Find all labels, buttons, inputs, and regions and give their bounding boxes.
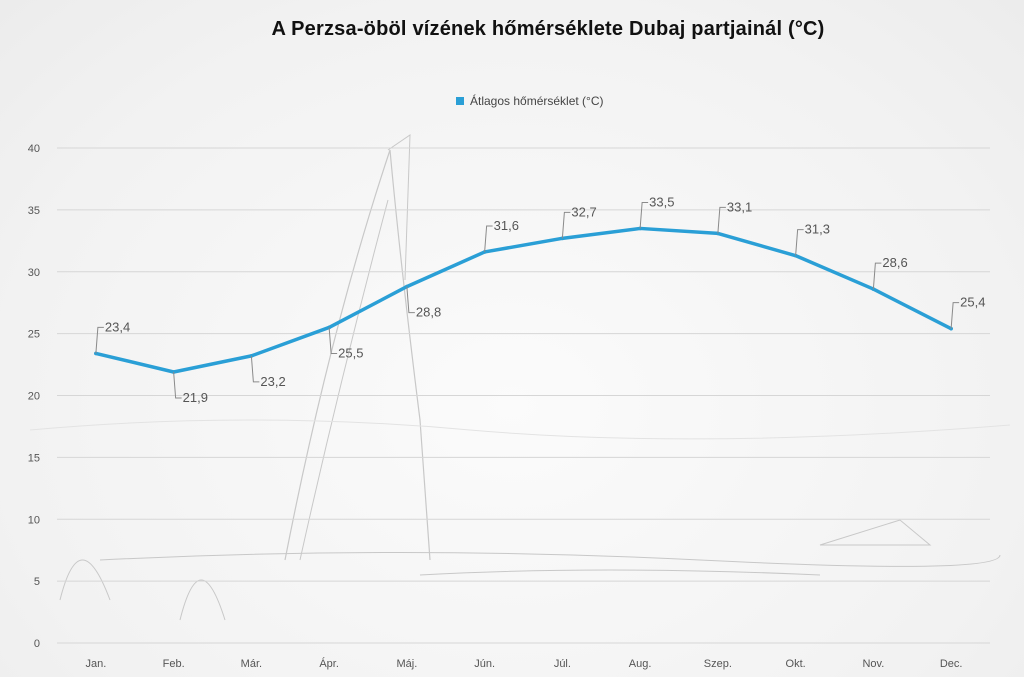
sketch-clouds: [29, 419, 1011, 440]
y-tick-label: 20: [28, 391, 40, 403]
data-label: 21,9: [183, 390, 208, 405]
data-label: 32,7: [571, 204, 596, 219]
data-label: 23,4: [105, 319, 130, 334]
data-label: 33,1: [727, 199, 752, 214]
label-leader: [406, 286, 415, 314]
y-tick-label: 0: [34, 638, 40, 650]
data-label: 28,6: [882, 255, 907, 270]
sketch-boat: [819, 519, 932, 546]
x-tick-label: Ápr.: [319, 657, 339, 670]
sketch-figures: [59, 559, 226, 621]
x-tick-label: Jún.: [474, 658, 495, 670]
y-tick-label: 10: [28, 514, 40, 526]
label-leader: [795, 229, 804, 256]
data-label: 31,6: [494, 218, 519, 233]
sketch-mast: [387, 134, 411, 281]
y-tick-label: 40: [28, 143, 40, 155]
label-leader: [328, 327, 338, 354]
x-tick-label: Júl.: [554, 658, 571, 670]
sketch-sail-inner: [299, 199, 389, 561]
sketch-pier: [419, 569, 821, 576]
label-leader: [561, 211, 571, 239]
label-leader: [717, 206, 726, 234]
label-leader: [250, 355, 260, 383]
data-label: 31,3: [805, 222, 830, 237]
legend: Átlagos hőmérséklet (°C): [456, 94, 604, 108]
legend-swatch: [456, 97, 464, 105]
data-label: 28,8: [416, 305, 441, 320]
label-leader: [173, 371, 182, 399]
x-tick-label: Máj.: [396, 658, 417, 670]
y-tick-label: 5: [34, 576, 40, 588]
legend-label: Átlagos hőmérséklet (°C): [470, 94, 604, 108]
chart-title: A Perzsa-öböl vízének hőmérséklete Dubaj…: [271, 18, 825, 40]
x-tick-label: Feb.: [163, 658, 185, 670]
x-axis-ticks: Jan. Feb. Már. Ápr. Máj. Jún. Júl. Aug. Szep. Okt…: [85, 657, 962, 670]
label-leader: [639, 201, 649, 229]
y-axis-ticks: 0 5 10 15 20 25 30 35 40: [28, 143, 40, 650]
x-tick-label: Okt.: [786, 658, 806, 670]
label-leader: [484, 225, 493, 252]
data-labels: 23,4 21,9 23,2 25,5 28,8 31,6 32,7 33,5 33,1 31,3…: [95, 194, 985, 405]
data-label: 33,5: [649, 194, 674, 209]
x-tick-label: Szep.: [704, 658, 732, 670]
x-tick-label: Nov.: [862, 658, 884, 670]
y-tick-label: 30: [28, 267, 40, 279]
y-tick-label: 15: [28, 452, 40, 464]
data-label: 25,5: [338, 345, 363, 360]
label-leader: [872, 262, 882, 290]
x-tick-label: Már.: [241, 658, 262, 670]
series-line: [94, 226, 953, 374]
background-sketch: [29, 134, 1011, 621]
grid-lines: [57, 147, 990, 644]
x-tick-label: Jan.: [85, 658, 106, 670]
data-label: 23,2: [260, 374, 285, 389]
label-leader: [95, 326, 104, 354]
x-tick-label: Aug.: [629, 658, 652, 670]
y-tick-label: 35: [28, 205, 40, 217]
label-leader: [950, 302, 960, 329]
sketch-sail: [284, 149, 431, 561]
y-tick-label: 25: [28, 329, 40, 341]
x-tick-label: Dec.: [940, 658, 963, 670]
data-label: 25,4: [960, 295, 985, 310]
sketch-shoreline: [99, 552, 1001, 567]
series: [94, 226, 953, 374]
